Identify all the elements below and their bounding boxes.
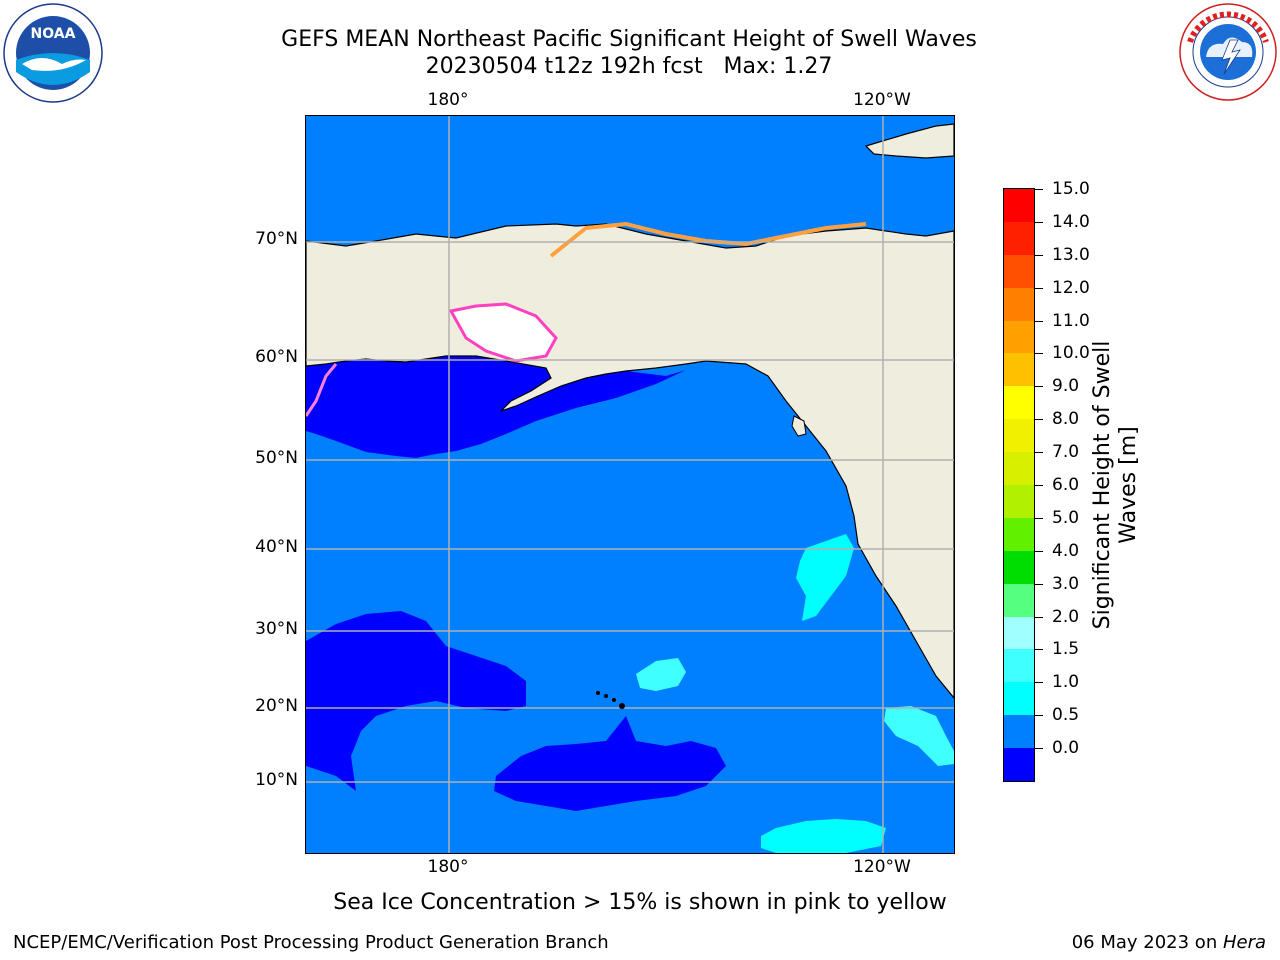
colorbar-segment [1004,648,1034,683]
colorbar-segment [1004,681,1034,716]
colorbar-tick [1035,616,1043,618]
mid-swell-patch-east-hawaii [636,658,686,691]
lon-label-bottom-120w: 120°W [853,857,911,877]
lat-label-30n: 30°N [255,619,298,639]
lat-label-10n: 10°N [255,770,298,790]
colorbar-tick-label: 0.5 [1052,705,1080,726]
colorbar-tick [1035,715,1043,717]
colorbar-segment [1004,189,1034,222]
low-swell-region-central-pacific [494,716,726,811]
swell-height-map [306,116,954,853]
hawaii-islands [596,691,625,709]
graticule [306,116,954,853]
colorbar-segment [1004,616,1034,650]
colorbar-tick [1035,682,1043,684]
colorbar-segment [1004,254,1034,288]
colorbar-segment [1004,221,1034,255]
mid-swell-patch-california [796,534,854,621]
colorbar-segment [1004,418,1034,453]
colorbar-segment [1004,352,1034,387]
colorbar-tick-label: 11.0 [1052,310,1090,331]
colorbar-tick-label: 9.0 [1052,376,1080,397]
colorbar-tick-label: 0.0 [1052,738,1080,759]
colorbar-tick-label: 10.0 [1052,343,1090,364]
land-vancouver-island [791,415,807,437]
colorbar-tick-label: 8.0 [1052,409,1080,430]
colorbar-tick [1035,452,1043,454]
colorbar-segment [1004,484,1034,518]
chart-title: GEFS MEAN Northeast Pacific Significant … [281,27,977,52]
land-arctic-islands [864,123,954,159]
colorbar-segment [1004,451,1034,485]
colorbar-segment [1004,550,1034,584]
lat-label-70n: 70°N [255,229,298,249]
colorbar-tick-label: 6.0 [1052,475,1080,495]
low-swell-region-gulf-alaska [306,338,686,458]
chart-subtitle: 20230504 t12z 192h fcst Max: 1.27 [425,54,833,79]
colorbar-tick [1035,221,1043,223]
colorbar-tick-label: 3.0 [1052,573,1080,594]
colorbar-tick [1035,254,1043,256]
lon-label-bottom-180: 180° [427,857,469,877]
colorbar-tick [1035,649,1043,651]
colorbar-tick [1035,485,1043,486]
lat-label-60n: 60°N [255,347,298,367]
colorbar-tick-label: 13.0 [1052,244,1090,265]
colorbar-tick-label: 14.0 [1052,211,1090,232]
colorbar-title: Significant Height of Swell Waves [m] [1090,340,1141,630]
colorbar [1003,188,1035,782]
date-text: 06 May 2023 on [1071,932,1223,953]
colorbar-segment [1004,320,1034,354]
colorbar-segment [1004,714,1034,749]
colorbar-tick [1035,353,1043,355]
colorbar-tick-label: 7.0 [1052,442,1080,463]
lat-label-20n: 20°N [255,696,298,716]
lat-label-40n: 40°N [255,537,298,557]
colorbar-tick [1035,189,1043,190]
lon-label-top-120w: 120°W [853,90,911,110]
mid-swell-patch-mexico [884,706,954,766]
colorbar-tick-label: 4.0 [1052,540,1080,561]
sea-ice-chukchi [306,363,338,417]
colorbar-tick-label: 12.0 [1052,277,1090,298]
colorbar-segment [1004,583,1034,617]
date-line: 06 May 2023 on Hera [1072,932,1266,953]
colorbar-tick-label: 5.0 [1052,507,1080,528]
colorbar-tick-label: 1.5 [1052,639,1080,660]
sea-ice-arctic-coast [549,221,867,258]
credits: NCEP/EMC/Verification Post Processing Pr… [13,932,609,953]
colorbar-tick [1035,287,1043,289]
noaa-logo-text: NOAA [31,26,76,42]
colorbar-tick-label: 15.0 [1052,179,1090,199]
low-swell-region-west-pacific [306,611,526,791]
mid-swell-patch-equator [761,819,886,853]
colorbar-segment [1004,747,1034,781]
land-siberia-alaska-canada [306,223,954,699]
colorbar-tick [1035,419,1043,421]
colorbar-segment [1004,287,1034,321]
lat-label-50n: 50°N [255,448,298,468]
noaa-logo: NOAA [3,3,103,103]
colorbar-tick-label: 2.0 [1052,606,1080,627]
date-host: Hera [1222,932,1266,953]
map-frame [305,115,955,854]
colorbar-tick-label: 1.0 [1052,672,1080,693]
colorbar-segment [1004,517,1034,551]
colorbar-tick [1035,320,1043,322]
footnote: Sea Ice Concentration > 15% is shown in … [333,890,947,915]
colorbar-tick [1035,550,1043,552]
colorbar-tick [1035,583,1043,585]
lon-label-top-180: 180° [427,90,469,110]
sea-ice-bering [448,302,558,363]
colorbar-tick [1035,386,1043,388]
nws-logo [1179,3,1277,101]
colorbar-tick [1035,748,1043,750]
colorbar-tick [1035,517,1043,519]
colorbar-segment [1004,385,1034,420]
